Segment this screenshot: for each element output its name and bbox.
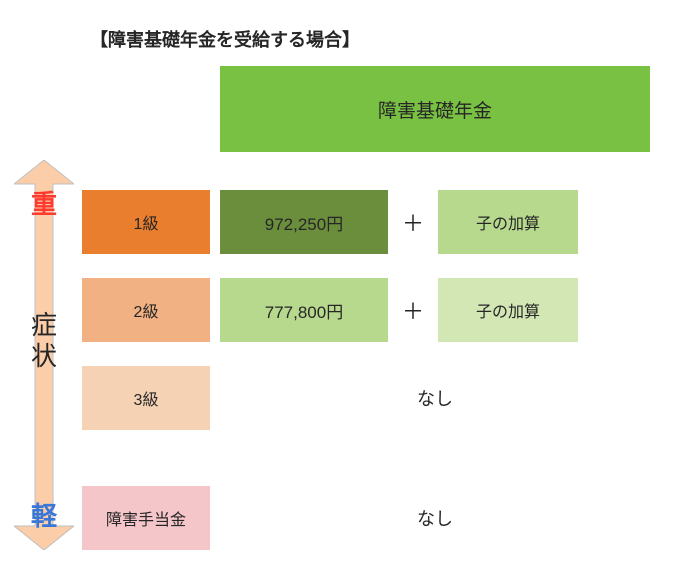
none-label: なし bbox=[220, 366, 650, 430]
severity-arrow: 重 症状 軽 bbox=[14, 160, 74, 550]
amount-label: 777,800円 bbox=[220, 278, 388, 342]
severity-light-label: 軽 bbox=[14, 496, 74, 533]
grade-label: 1級 bbox=[82, 190, 210, 254]
plus-icon: ＋ bbox=[388, 294, 438, 326]
grade-row-2: 2級777,800円＋子の加算 bbox=[82, 278, 578, 342]
grade-row-4: 障害手当金 bbox=[82, 486, 220, 550]
grade-label: 障害手当金 bbox=[82, 486, 210, 550]
page: 【障害基礎年金を受給する場合】 障害基礎年金 重 症状 軽 1級972,250円… bbox=[0, 0, 684, 583]
plus-icon: ＋ bbox=[388, 206, 438, 238]
grade-label: 2級 bbox=[82, 278, 210, 342]
addition-label: 子の加算 bbox=[438, 190, 578, 254]
grade-row-3: 3級 bbox=[82, 366, 220, 430]
addition-label: 子の加算 bbox=[438, 278, 578, 342]
grade-row-1: 1級972,250円＋子の加算 bbox=[82, 190, 578, 254]
page-title: 【障害基礎年金を受給する場合】 bbox=[90, 26, 360, 52]
none-label: なし bbox=[220, 486, 650, 550]
header-pension-type: 障害基礎年金 bbox=[220, 66, 650, 152]
severity-mid-label: 症状 bbox=[14, 310, 74, 372]
amount-label: 972,250円 bbox=[220, 190, 388, 254]
severity-heavy-label: 重 bbox=[14, 184, 74, 221]
grade-label: 3級 bbox=[82, 366, 210, 430]
